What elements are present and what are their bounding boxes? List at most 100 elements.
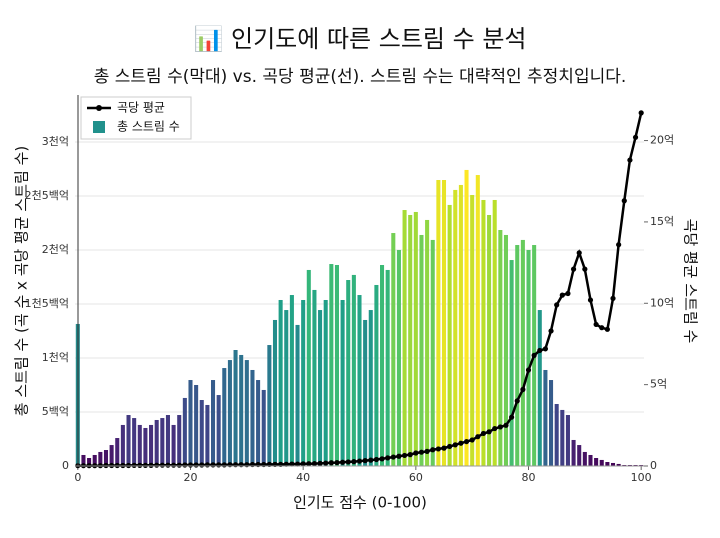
x-tick-label: 100	[631, 471, 652, 484]
line-marker	[159, 462, 165, 468]
line-marker	[339, 459, 346, 465]
bar	[306, 269, 311, 466]
bar	[515, 245, 520, 466]
line-marker	[390, 454, 396, 460]
line-marker	[227, 462, 233, 468]
line-marker	[610, 295, 616, 301]
line-marker	[165, 462, 171, 468]
line-marker	[435, 446, 441, 452]
line-marker	[447, 443, 453, 450]
line-marker	[497, 424, 503, 430]
bar	[126, 415, 131, 466]
bar	[413, 211, 418, 466]
bar	[334, 265, 339, 466]
bar	[318, 310, 323, 466]
line-marker	[328, 460, 334, 466]
line-marker	[131, 462, 137, 468]
line-marker	[441, 445, 447, 451]
bar	[81, 454, 86, 466]
bar	[278, 299, 283, 466]
bar	[436, 180, 441, 466]
bar	[103, 450, 109, 466]
line-marker	[492, 425, 498, 432]
legend-marker	[96, 105, 102, 111]
line-marker	[480, 430, 487, 437]
line-marker	[311, 460, 318, 467]
line-marker	[294, 461, 301, 467]
bar	[177, 415, 182, 466]
bar	[458, 184, 463, 466]
line-marker	[407, 452, 413, 458]
x-tick-label: 0	[74, 471, 81, 484]
bar	[154, 419, 159, 466]
y-axis-label: 총 스트림 수 (곡 수 x 곡당 평균 스트림 수)	[13, 146, 31, 417]
bar	[120, 424, 125, 466]
line-marker	[537, 347, 543, 354]
line-marker	[142, 462, 149, 468]
line-marker	[430, 447, 436, 453]
line-marker	[385, 455, 391, 461]
bar	[565, 415, 570, 466]
bar	[301, 299, 306, 466]
y-tick-label: 3천억	[42, 134, 69, 148]
bar	[408, 214, 413, 466]
bar	[380, 265, 385, 466]
line-marker	[559, 292, 565, 298]
bar	[272, 319, 278, 466]
line-marker	[362, 458, 368, 464]
line-marker	[525, 367, 532, 373]
line-marker	[531, 352, 537, 358]
line-marker	[554, 302, 560, 308]
bar	[543, 369, 548, 466]
bar	[346, 280, 351, 466]
bar	[250, 369, 255, 466]
legend-swatch	[93, 121, 105, 133]
bar	[599, 459, 604, 466]
bar	[374, 284, 379, 466]
line-marker	[604, 326, 610, 332]
bar	[323, 299, 328, 466]
bar	[503, 234, 509, 466]
bar	[171, 424, 176, 466]
line-marker	[599, 325, 605, 331]
line-marker	[576, 250, 582, 256]
line-marker	[334, 459, 340, 466]
y-tick-label: 2천억	[42, 242, 69, 256]
legend-label: 총 스트림 수	[117, 120, 180, 134]
bar	[419, 234, 424, 466]
y-tick-label: 1천억	[42, 350, 69, 364]
y-tick-label: 2천5백억	[25, 188, 69, 202]
y-tick-label: 1천5백억	[25, 296, 69, 310]
y2-tick-label: 5억	[650, 378, 667, 391]
bar	[475, 175, 480, 466]
line-marker	[413, 450, 419, 456]
line-marker	[232, 462, 239, 468]
y-tick-label: 0	[62, 459, 69, 472]
bar	[594, 458, 599, 466]
line-marker	[458, 440, 464, 446]
line-marker	[187, 462, 194, 468]
line-marker	[323, 460, 329, 466]
bar	[453, 189, 458, 466]
bar	[481, 199, 486, 466]
line-marker	[475, 434, 481, 440]
line-marker	[193, 462, 199, 468]
x-tick-label: 20	[183, 471, 197, 484]
bar	[143, 427, 148, 466]
bar	[526, 249, 531, 466]
line-marker	[486, 429, 492, 435]
line-marker	[221, 462, 227, 468]
line-marker	[238, 462, 244, 468]
x-tick-label: 60	[409, 471, 423, 484]
line-marker	[418, 449, 425, 455]
bar	[470, 195, 475, 466]
line-marker	[182, 462, 188, 468]
line-marker	[137, 462, 143, 468]
y2-tick-label: 10억	[650, 296, 674, 309]
bar	[210, 380, 216, 466]
line-marker	[244, 462, 250, 468]
line-marker	[638, 110, 644, 116]
bar	[98, 451, 103, 466]
y2-tick-label: 20억	[650, 134, 674, 147]
bar	[610, 462, 616, 466]
